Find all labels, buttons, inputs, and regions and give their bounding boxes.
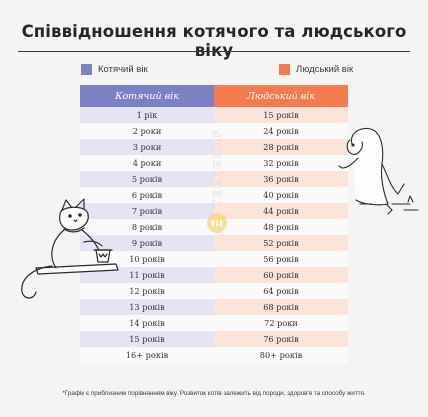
cat-age-cell: 3 роки bbox=[80, 139, 214, 155]
page-title: Співвідношення котячого та людського вік… bbox=[21, 22, 407, 60]
table-row: 2 роки 24 років bbox=[80, 123, 348, 139]
human-age-cell: 60 років bbox=[214, 267, 348, 283]
human-age-cell: 24 років bbox=[214, 123, 348, 139]
cat-age-cell: 6 років bbox=[80, 187, 214, 203]
table-header-row: Котячий вік Людський вік bbox=[80, 85, 348, 107]
cat-on-shelf-illustration bbox=[21, 198, 119, 299]
table-row: 8 років 48 років bbox=[80, 219, 348, 235]
watermark-logo-icon bbox=[207, 213, 227, 234]
girl-peeking-illustration bbox=[338, 127, 419, 215]
cat-age-cell: 4 роки bbox=[80, 155, 214, 171]
column-header-cat-age: Котячий вік bbox=[80, 85, 214, 107]
human-age-cell: 40 років bbox=[214, 187, 348, 203]
title-divider bbox=[18, 51, 410, 52]
human-age-cell: 52 років bbox=[214, 235, 348, 251]
table-row: 6 років 40 років bbox=[80, 187, 348, 203]
cat-age-cell: 9 років bbox=[80, 235, 214, 251]
cat-age-cell: 15 років bbox=[80, 331, 214, 347]
cat-age-cell: 8 років bbox=[80, 219, 214, 235]
human-age-cell: 28 років bbox=[214, 139, 348, 155]
table-row: 1 рік 15 років bbox=[80, 107, 348, 123]
cat-age-cell: 12 років bbox=[80, 283, 214, 299]
table-row: 7 років 44 років bbox=[80, 203, 348, 219]
human-age-cell: 15 років bbox=[214, 107, 348, 123]
legend-cat-age: Котячий вік bbox=[81, 64, 148, 75]
cat-age-cell: 1 рік bbox=[80, 107, 214, 123]
table-row: 5 років 36 років bbox=[80, 171, 348, 187]
human-age-cell: 80+ років bbox=[214, 347, 348, 363]
human-age-cell: 56 років bbox=[214, 251, 348, 267]
cat-age-cell: 13 років bbox=[80, 299, 214, 315]
cat-age-cell: 5 років bbox=[80, 171, 214, 187]
legend-cat-swatch bbox=[81, 64, 92, 75]
cat-age-cell: 10 років bbox=[80, 251, 214, 267]
watermark-text: TELEGRAF bbox=[210, 128, 224, 208]
legend-human-swatch bbox=[279, 64, 290, 75]
table-row: 16+ років 80+ років bbox=[80, 347, 348, 363]
human-age-cell: 32 років bbox=[214, 155, 348, 171]
human-age-cell: 76 років bbox=[214, 331, 348, 347]
table-row: 3 роки 28 років bbox=[80, 139, 348, 155]
table-row: 14 років 72 роки bbox=[80, 315, 348, 331]
table-body: 1 рік 15 років 2 роки 24 років 3 роки 28 рокі… bbox=[80, 107, 348, 363]
table-row: 10 років 56 років bbox=[80, 251, 348, 267]
table-row: 15 років 76 років bbox=[80, 331, 348, 347]
table-row: 9 років 52 років bbox=[80, 235, 348, 251]
human-age-cell: 72 роки bbox=[214, 315, 348, 331]
watermark: TELEGRAF bbox=[207, 128, 227, 288]
human-age-cell: 64 років bbox=[214, 283, 348, 299]
human-age-cell: 44 років bbox=[214, 203, 348, 219]
legend-cat-label: Котячий вік bbox=[98, 64, 148, 75]
human-age-cell: 36 років bbox=[214, 171, 348, 187]
age-comparison-table: Котячий вік Людський вік 1 рік 15 років 2 … bbox=[80, 85, 348, 363]
table-row: 11 років 60 років bbox=[80, 267, 348, 283]
cat-age-cell: 16+ років bbox=[80, 347, 214, 363]
cat-age-cell: 2 роки bbox=[80, 123, 214, 139]
cat-age-cell: 7 років bbox=[80, 203, 214, 219]
table-row: 4 роки 32 років bbox=[80, 155, 348, 171]
table-row: 12 років 64 років bbox=[80, 283, 348, 299]
legend-human-label: Людський вік bbox=[296, 64, 354, 75]
cat-age-cell: 14 років bbox=[80, 315, 214, 331]
legend-human-age: Людський вік bbox=[279, 64, 353, 75]
column-header-human-age: Людський вік bbox=[214, 85, 348, 107]
human-age-cell: 48 років bbox=[214, 219, 348, 235]
cat-age-cell: 11 років bbox=[80, 267, 214, 283]
footnote: *Графік є приблизним порівнянням віку. Р… bbox=[62, 390, 366, 397]
human-age-cell: 68 років bbox=[214, 299, 348, 315]
table-row: 13 років 68 років bbox=[80, 299, 348, 315]
